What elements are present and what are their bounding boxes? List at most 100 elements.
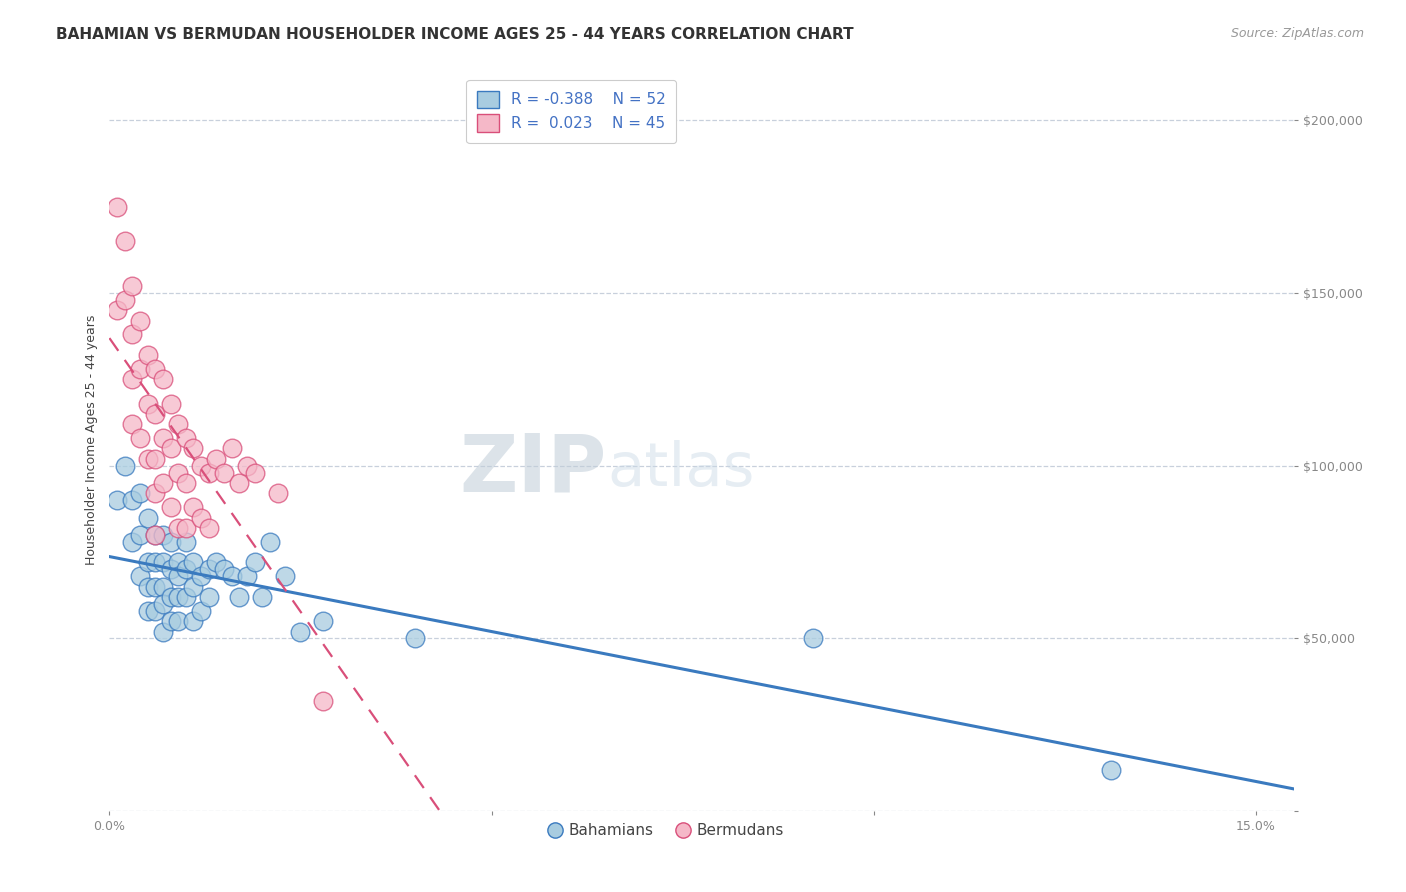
Point (221, 442, 243, 456)
Point (266, 486, 288, 500)
Point (143, 528, 166, 542)
Point (183, 556, 205, 570)
Point (205, 451, 228, 466)
Point (183, 580, 205, 594)
Point (159, 500, 181, 515)
Point (152, 528, 174, 542)
Point (190, 458, 212, 473)
Point (252, 590, 274, 604)
Point (174, 590, 197, 604)
Point (143, 486, 166, 500)
Point (159, 396, 181, 410)
Point (236, 569, 259, 583)
Point (121, 534, 143, 549)
Text: atlas: atlas (607, 440, 755, 499)
Point (243, 466, 266, 480)
Point (136, 604, 159, 618)
Point (121, 417, 143, 432)
Point (152, 431, 174, 445)
Point (105, 303, 128, 318)
Point (143, 580, 166, 594)
Point (143, 604, 166, 618)
Point (159, 590, 181, 604)
Point (143, 528, 166, 542)
Point (259, 534, 281, 549)
Point (152, 372, 174, 386)
Point (243, 556, 266, 570)
Point (212, 562, 235, 576)
Text: Source: ZipAtlas.com: Source: ZipAtlas.com (1230, 27, 1364, 40)
Text: BAHAMIAN VS BERMUDAN HOUSEHOLDER INCOME AGES 25 - 44 YEARS CORRELATION CHART: BAHAMIAN VS BERMUDAN HOUSEHOLDER INCOME … (56, 27, 853, 42)
Point (152, 580, 174, 594)
Point (312, 614, 335, 628)
Point (159, 562, 181, 576)
Point (221, 569, 243, 583)
Point (152, 556, 174, 570)
Point (136, 510, 159, 524)
Point (129, 569, 152, 583)
Point (197, 466, 219, 480)
Point (197, 562, 219, 576)
Point (129, 431, 152, 445)
Point (174, 476, 197, 491)
Point (228, 476, 250, 491)
Point (167, 556, 190, 570)
Point (136, 556, 159, 570)
Point (190, 604, 212, 618)
Legend: Bahamians, Bermudans: Bahamians, Bermudans (543, 817, 790, 845)
Y-axis label: Householder Income Ages 25 - 44 years: Householder Income Ages 25 - 44 years (86, 315, 98, 565)
Point (121, 279, 143, 293)
Point (183, 614, 205, 628)
Point (167, 614, 190, 628)
Point (190, 510, 212, 524)
Point (167, 569, 190, 583)
Point (152, 597, 174, 611)
Point (121, 372, 143, 386)
Point (404, 632, 426, 646)
Point (159, 614, 181, 628)
Point (167, 466, 190, 480)
Point (129, 362, 152, 376)
Point (174, 562, 197, 576)
Point (143, 451, 166, 466)
Point (143, 362, 166, 376)
Point (197, 521, 219, 535)
Point (114, 234, 136, 248)
Point (167, 417, 190, 432)
Point (312, 693, 335, 707)
Point (274, 569, 297, 583)
Point (143, 556, 166, 570)
Point (136, 451, 159, 466)
Point (212, 466, 235, 480)
Point (136, 348, 159, 362)
Point (129, 486, 152, 500)
Point (174, 521, 197, 535)
Point (236, 458, 259, 473)
Point (121, 327, 143, 342)
Point (136, 580, 159, 594)
Point (167, 590, 190, 604)
Point (129, 528, 152, 542)
Point (152, 624, 174, 639)
Point (183, 442, 205, 456)
Point (183, 500, 205, 515)
Point (1099, 763, 1122, 777)
Point (114, 458, 136, 473)
Point (159, 534, 181, 549)
Point (152, 476, 174, 491)
Point (121, 493, 143, 508)
Point (159, 442, 181, 456)
Point (105, 200, 128, 214)
Point (190, 569, 212, 583)
Point (174, 431, 197, 445)
Text: ZIP: ZIP (460, 431, 607, 508)
Point (136, 396, 159, 410)
Point (801, 632, 824, 646)
Point (114, 293, 136, 307)
Point (205, 556, 228, 570)
Point (129, 314, 152, 328)
Point (105, 493, 128, 508)
Point (290, 624, 312, 639)
Point (167, 521, 190, 535)
Point (197, 590, 219, 604)
